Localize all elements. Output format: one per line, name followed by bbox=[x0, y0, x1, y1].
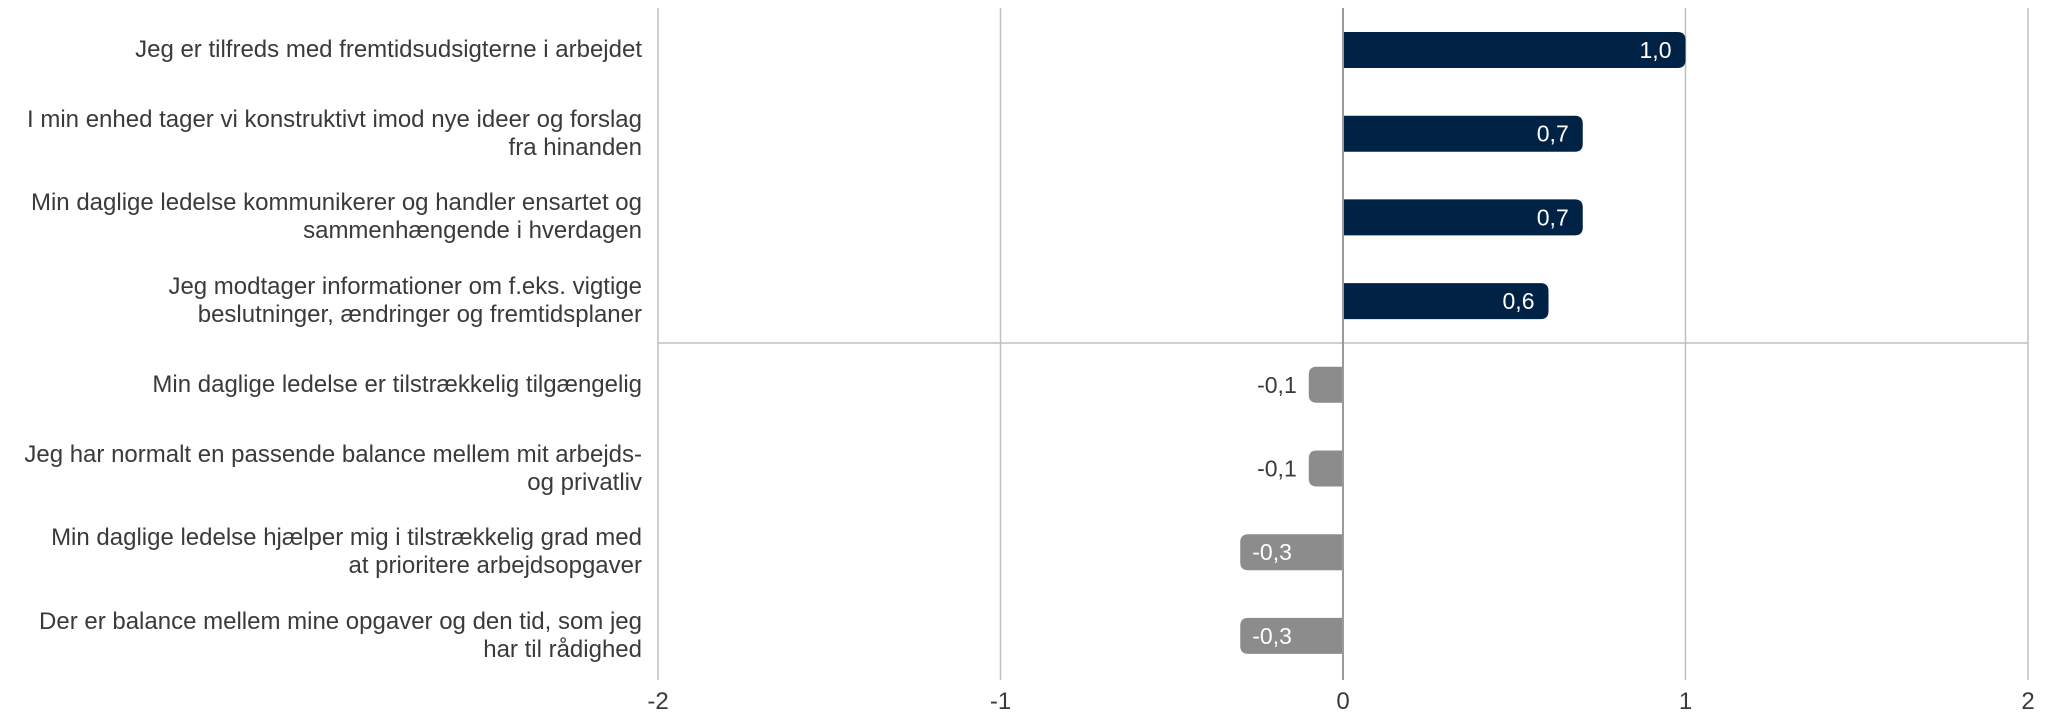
category-label: Min daglige ledelse er tilstrækkelig til… bbox=[2, 371, 642, 399]
x-tick-label: 0 bbox=[1336, 688, 1349, 713]
data-label: 0,6 bbox=[1503, 288, 1535, 314]
category-label-line: og privatliv bbox=[527, 468, 642, 496]
category-label-line: Jeg har normalt en passende balance mell… bbox=[24, 440, 642, 468]
bar bbox=[1240, 534, 1343, 571]
bar bbox=[1240, 617, 1343, 654]
data-label: -0,3 bbox=[1252, 539, 1292, 565]
category-label: I min enhed tager vi konstruktivt imod n… bbox=[2, 106, 642, 162]
category-label-line: Min daglige ledelse kommunikerer og hand… bbox=[30, 189, 642, 217]
category-label-line: beslutninger, ændringer og fremtidsplane… bbox=[197, 301, 642, 329]
x-tick-label: -1 bbox=[990, 688, 1011, 713]
category-label-line: har til rådighed bbox=[483, 635, 642, 663]
category-label: Min daglige ledelse kommunikerer og hand… bbox=[2, 189, 642, 245]
category-label-line: I min enhed tager vi konstruktivt imod n… bbox=[27, 105, 642, 133]
data-label: 0,7 bbox=[1537, 204, 1569, 230]
category-label-line: sammenhængende i hverdagen bbox=[303, 217, 642, 245]
data-label: 0,7 bbox=[1537, 121, 1569, 147]
category-label-line: Der er balance mellem mine opgaver og de… bbox=[39, 607, 642, 635]
x-tick-label: -2 bbox=[647, 688, 668, 713]
category-label-line: Min daglige ledelse hjælper mig i tilstr… bbox=[51, 524, 642, 552]
category-label-line: Min daglige ledelse er tilstrækkelig til… bbox=[152, 370, 642, 398]
data-label: -0,3 bbox=[1252, 623, 1292, 649]
bar bbox=[1343, 283, 1549, 320]
category-label-line: fra hinanden bbox=[508, 133, 642, 161]
category-label: Min daglige ledelse hjælper mig i tilstr… bbox=[2, 524, 642, 580]
category-label-line: Jeg modtager informationer om f.eks. vig… bbox=[168, 273, 642, 301]
data-label: -0,1 bbox=[1257, 372, 1297, 398]
bar bbox=[1308, 450, 1343, 487]
category-label: Jeg er tilfreds med fremtidsudsigterne i… bbox=[2, 36, 642, 64]
data-label: 1,0 bbox=[1640, 37, 1672, 63]
category-label-line: Jeg er tilfreds med fremtidsudsigterne i… bbox=[135, 36, 642, 63]
bar bbox=[1343, 32, 1686, 68]
bar bbox=[1343, 199, 1583, 236]
category-label: Jeg har normalt en passende balance mell… bbox=[2, 441, 642, 497]
x-tick-label: 1 bbox=[1679, 688, 1692, 713]
bar bbox=[1308, 366, 1343, 403]
category-label-line: at prioritere arbejdsopgaver bbox=[348, 552, 643, 580]
x-tick-label: 2 bbox=[2021, 688, 2034, 713]
category-label: Der er balance mellem mine opgaver og de… bbox=[2, 608, 642, 664]
bar bbox=[1343, 115, 1583, 152]
category-label: Jeg modtager informationer om f.eks. vig… bbox=[2, 273, 642, 329]
data-label: -0,1 bbox=[1257, 456, 1297, 482]
